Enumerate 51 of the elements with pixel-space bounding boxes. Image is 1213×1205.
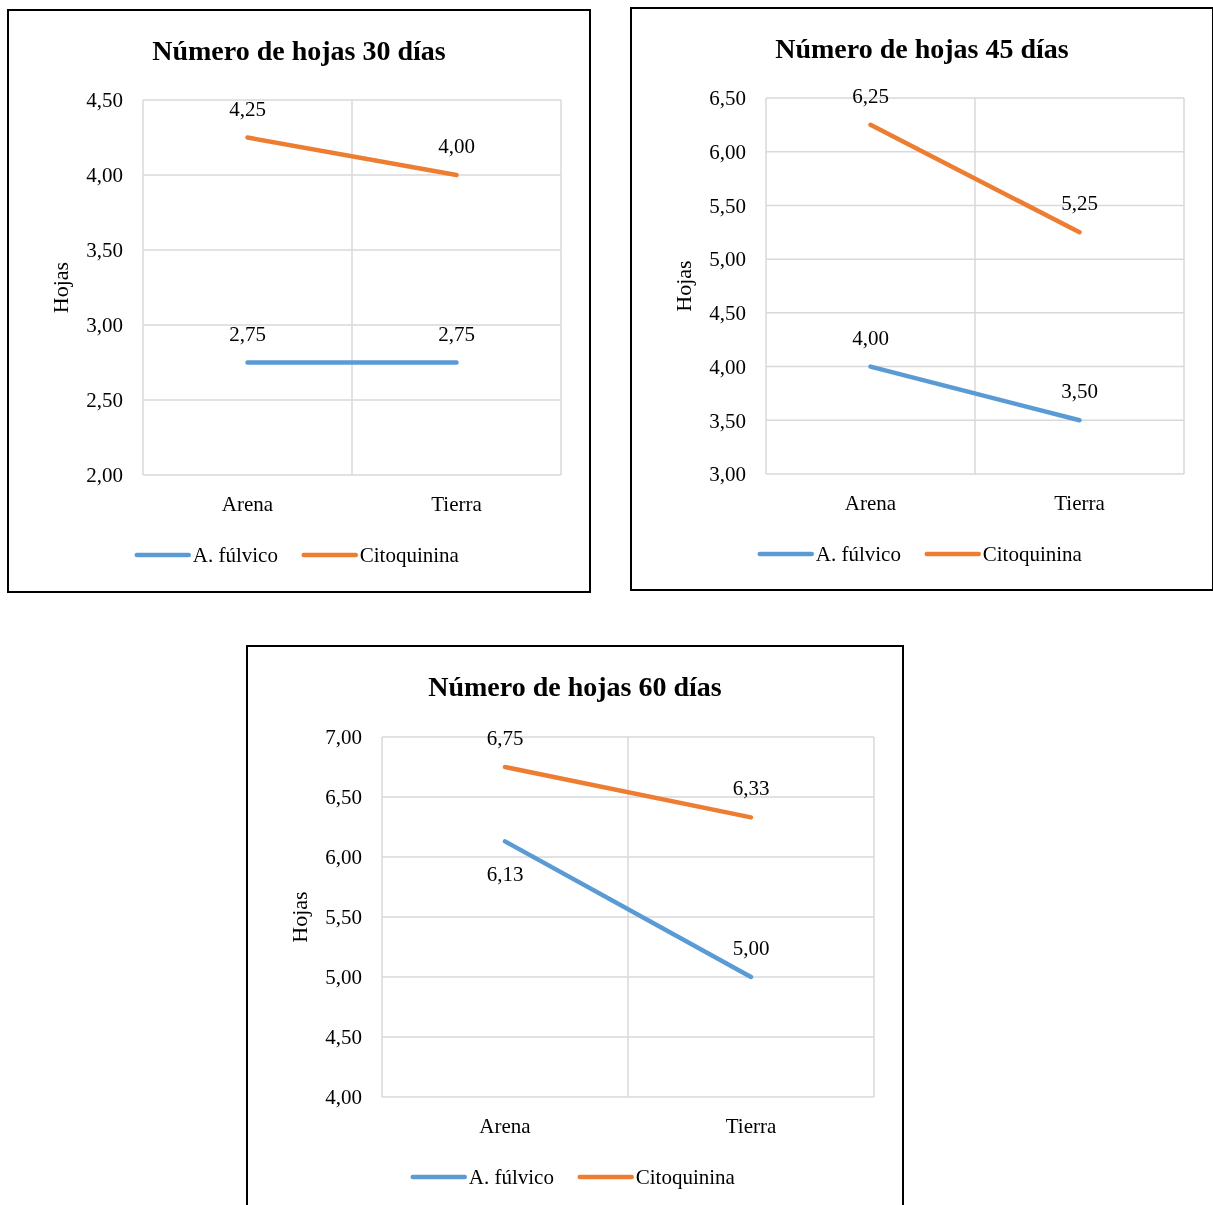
data-label: 6,25 [852, 83, 889, 108]
chart-title: Número de hojas 30 días [152, 35, 446, 66]
y-tick-label: 3,50 [86, 238, 123, 263]
y-tick-label: 6,50 [325, 785, 362, 810]
legend-label: A. fúlvico [468, 1165, 554, 1190]
x-tick-label: Tierra [1054, 491, 1106, 515]
y-tick-label: 4,50 [325, 1025, 362, 1050]
x-tick-label: Tierra [431, 492, 483, 516]
x-tick-label: Tierra [725, 1114, 777, 1138]
y-tick-label: 7,00 [325, 725, 362, 750]
legend-label: A. fúlvico [192, 543, 278, 568]
y-tick-label: 5,00 [325, 965, 362, 990]
y-tick-label: 6,00 [325, 845, 362, 870]
chart-title: Número de hojas 60 días [428, 671, 722, 702]
y-tick-label: 4,00 [709, 354, 746, 379]
y-tick-label: 4,00 [86, 163, 123, 188]
chart-title: Número de hojas 45 días [775, 33, 1069, 64]
y-tick-label: 2,00 [86, 463, 123, 488]
legend-label: Citoquinina [635, 1165, 736, 1190]
y-axis-title: Hojas [48, 261, 73, 314]
y-axis-title: Hojas [287, 891, 312, 943]
data-label: 4,00 [852, 325, 889, 350]
y-tick-label: 5,50 [709, 193, 746, 218]
data-label: 5,25 [1061, 191, 1098, 216]
data-label: 3,50 [1061, 379, 1098, 404]
x-tick-label: Arena [221, 492, 274, 516]
y-tick-label: 6,50 [709, 86, 746, 111]
y-tick-label: 6,00 [709, 140, 746, 165]
x-tick-label: Arena [844, 491, 897, 515]
y-tick-label: 5,50 [325, 905, 362, 930]
y-tick-label: 3,00 [86, 313, 123, 338]
y-tick-label: 4,50 [86, 88, 123, 113]
y-tick-label: 4,50 [709, 301, 746, 326]
legend-label: Citoquinina [359, 543, 460, 568]
y-tick-label: 2,50 [86, 388, 123, 413]
data-label: 6,33 [732, 776, 770, 801]
legend-label: A. fúlvico [815, 542, 901, 567]
y-tick-label: 3,00 [709, 462, 746, 487]
y-tick-label: 4,00 [325, 1085, 362, 1110]
data-label: 6,13 [486, 862, 524, 887]
data-label: 4,00 [438, 134, 475, 158]
data-label: 2,75 [438, 321, 475, 346]
data-label: 4,25 [229, 96, 266, 121]
y-tick-label: 5,00 [709, 247, 746, 272]
data-label: 2,75 [229, 321, 266, 346]
data-label: 6,75 [486, 726, 524, 750]
data-label: 5,00 [732, 936, 770, 960]
y-tick-label: 3,50 [709, 408, 746, 433]
legend-label: Citoquinina [982, 542, 1083, 567]
x-tick-label: Arena [479, 1114, 532, 1138]
y-axis-title: Hojas [671, 260, 696, 312]
